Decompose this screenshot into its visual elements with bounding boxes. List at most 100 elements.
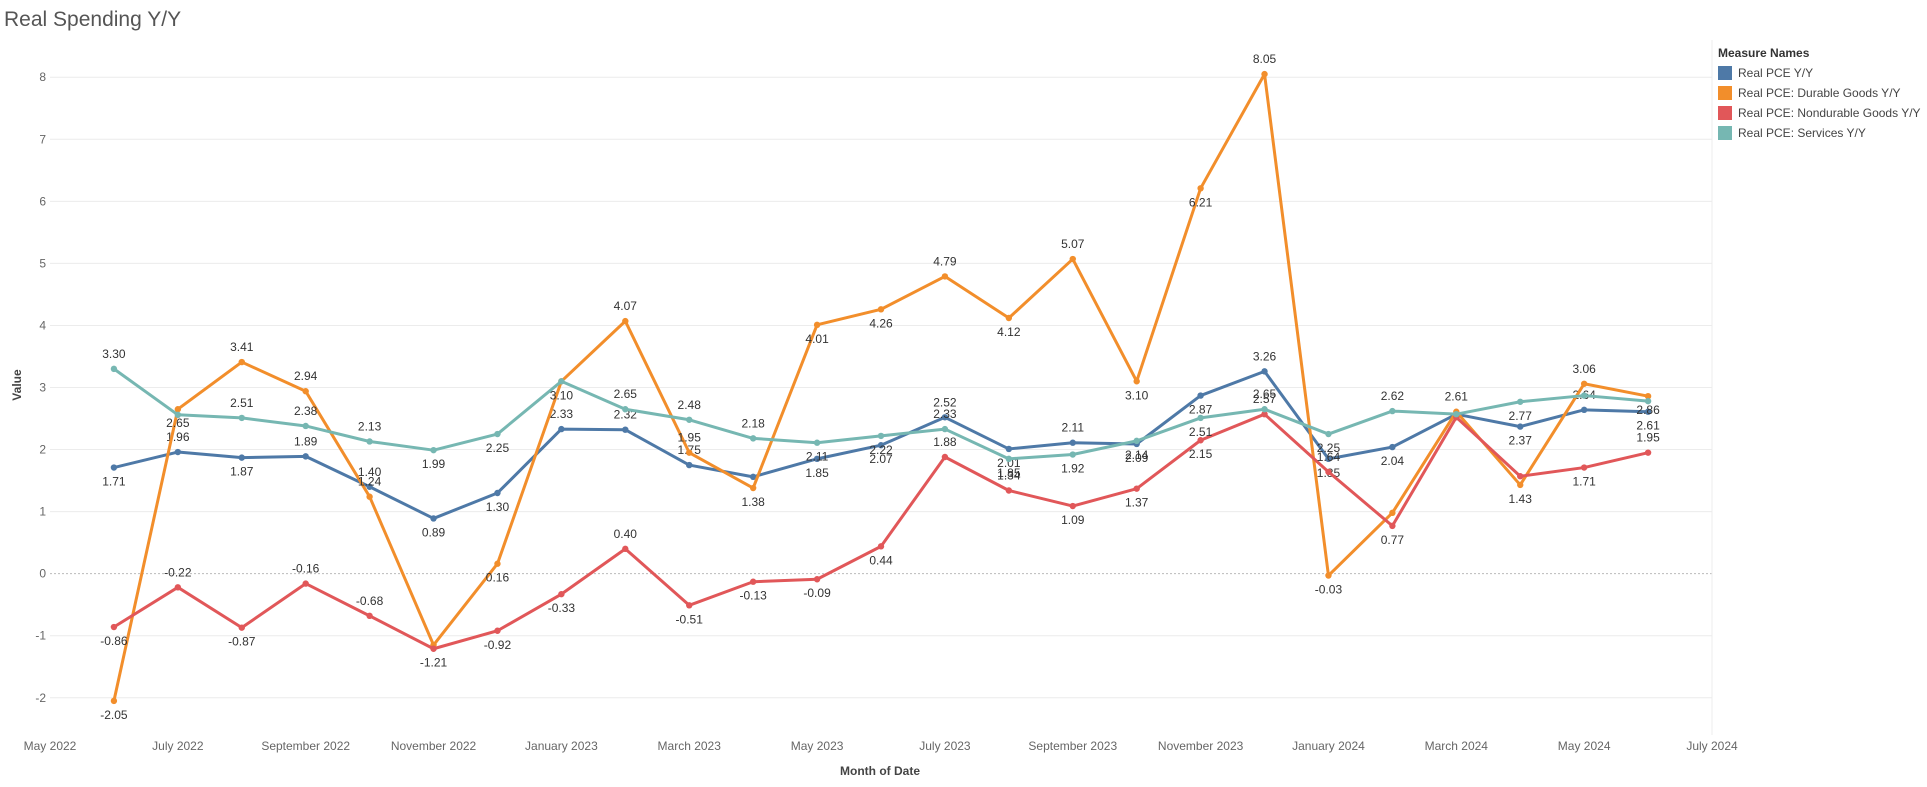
data-point [174, 584, 182, 591]
data-point [1517, 398, 1524, 405]
data-point [1261, 368, 1268, 375]
data-label: 2.37 [1509, 434, 1533, 448]
data-point [1517, 423, 1524, 430]
y-tick-label: 2 [39, 443, 46, 457]
legend-label: Real PCE: Services Y/Y [1738, 126, 1866, 140]
data-label: 2.22 [869, 443, 893, 457]
data-label: 1.64 [1317, 450, 1341, 464]
data-label: 2.77 [1509, 409, 1533, 423]
legend-item-real-pce[interactable]: Real PCE Y/Y [1718, 63, 1921, 83]
x-tick-label: March 2023 [658, 739, 722, 753]
data-label: -1.21 [420, 656, 448, 670]
data-point [1389, 407, 1396, 415]
data-label: 2.48 [678, 398, 702, 412]
data-point [1261, 70, 1268, 78]
data-point [1133, 485, 1140, 492]
data-label: 4.79 [933, 254, 957, 268]
data-label: 3.10 [1125, 388, 1149, 402]
data-label: -0.51 [676, 612, 704, 626]
x-tick-label: July 2022 [152, 739, 204, 753]
data-label: 6.21 [1189, 195, 1213, 209]
data-label: -0.87 [228, 635, 256, 649]
data-label: 4.01 [805, 332, 829, 346]
data-label: -0.13 [739, 589, 767, 603]
data-label: 5.07 [1061, 237, 1085, 251]
data-label: -0.68 [356, 594, 384, 608]
legend-label: Real PCE: Nondurable Goods Y/Y [1738, 106, 1921, 120]
data-point [1197, 185, 1204, 192]
data-label: 2.52 [933, 395, 957, 409]
x-tick-label: July 2023 [919, 739, 971, 753]
data-label: 8.05 [1253, 52, 1277, 66]
data-point [686, 602, 693, 609]
data-label: -0.92 [484, 638, 512, 652]
data-point [1133, 437, 1140, 445]
data-label: 0.77 [1381, 533, 1405, 547]
data-label: 1.38 [741, 495, 765, 509]
data-label: 1.24 [358, 475, 382, 489]
data-label: 2.18 [741, 416, 765, 430]
data-point [1069, 255, 1076, 263]
data-point [366, 438, 373, 445]
data-point [813, 455, 821, 463]
legend-item-durable-goods[interactable]: Real PCE: Durable Goods Y/Y [1718, 83, 1921, 103]
data-point [558, 378, 565, 385]
data-label: 2.14 [1125, 448, 1149, 462]
data-label: 2.25 [486, 441, 510, 455]
data-point [174, 406, 182, 413]
data-point [430, 446, 437, 454]
y-tick-label: 6 [39, 194, 46, 208]
data-point [1261, 410, 1268, 418]
data-point [238, 624, 245, 631]
data-point [366, 493, 373, 500]
data-point [1005, 445, 1013, 453]
data-label: 1.43 [1509, 492, 1533, 506]
data-point [749, 435, 757, 442]
data-point [1325, 455, 1332, 463]
data-label: 1.71 [1572, 475, 1596, 489]
data-label: 2.13 [358, 419, 382, 433]
data-label: 2.65 [166, 416, 190, 430]
data-point [302, 388, 309, 395]
legend-item-services[interactable]: Real PCE: Services Y/Y [1718, 123, 1921, 143]
data-label: 1.34 [997, 469, 1021, 483]
data-point [430, 515, 437, 522]
data-point [1517, 481, 1524, 489]
y-tick-label: 8 [39, 70, 46, 84]
data-point [494, 627, 501, 634]
x-tick-label: January 2023 [525, 739, 598, 753]
x-tick-label: January 2024 [1292, 739, 1365, 753]
data-point [1389, 522, 1396, 530]
data-label: 1.95 [1636, 431, 1660, 445]
legend-swatch-services [1718, 126, 1732, 140]
x-tick-label: September 2023 [1028, 739, 1117, 753]
data-point [1644, 408, 1652, 415]
data-label: 3.41 [230, 340, 254, 354]
data-point [174, 448, 182, 456]
data-point [1580, 392, 1588, 399]
data-point [622, 545, 629, 553]
data-point [877, 442, 885, 449]
x-tick-label: May 2023 [791, 739, 844, 753]
y-axis-title: Value [10, 369, 24, 401]
data-label: 0.89 [422, 525, 446, 539]
data-point [813, 576, 821, 583]
data-point [110, 623, 118, 631]
data-point [110, 697, 118, 705]
data-label: 1.40 [358, 465, 382, 479]
data-point [1005, 455, 1013, 463]
data-point [1197, 392, 1204, 399]
legend-item-nondurable-goods[interactable]: Real PCE: Nondurable Goods Y/Y [1718, 103, 1921, 123]
data-label: -0.22 [164, 565, 192, 579]
data-point [558, 425, 565, 433]
legend-label: Real PCE Y/Y [1738, 66, 1814, 80]
data-point [110, 464, 118, 471]
data-label: 0.16 [486, 571, 510, 585]
data-label: 4.12 [997, 325, 1021, 339]
x-tick-label: May 2024 [1558, 739, 1611, 753]
data-label: 2.61 [1636, 419, 1660, 433]
data-point [1069, 439, 1076, 446]
data-point [941, 425, 949, 433]
data-point [430, 645, 437, 652]
